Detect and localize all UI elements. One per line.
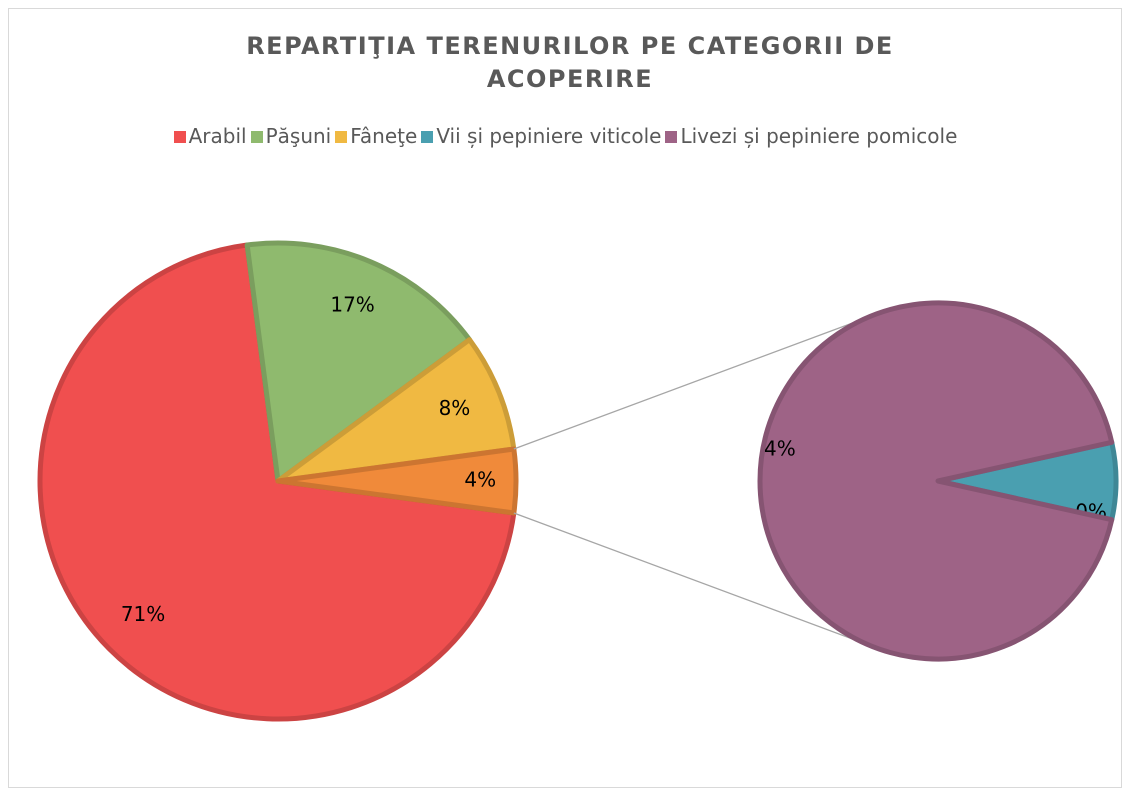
data-label: 4% <box>764 437 796 461</box>
chart-frame <box>8 8 1122 788</box>
pie-slice <box>275 446 519 516</box>
legend-swatch <box>421 131 434 143</box>
data-label: 71% <box>121 602 165 626</box>
legend-label: Arabil <box>188 124 247 148</box>
pie-slice <box>757 300 1115 662</box>
legend-swatch <box>665 131 678 143</box>
connector-line <box>513 512 872 647</box>
legend-swatch <box>173 131 186 143</box>
connector-line <box>513 315 872 450</box>
legend-item: Păşuni <box>250 124 332 148</box>
legend: Arabil Păşuni Fâneţe Vii și pepiniere vitic… <box>0 124 1131 148</box>
legend-item: Livezi și pepiniere pomicole <box>665 124 957 148</box>
pie-slice <box>244 240 472 484</box>
data-label: 4% <box>464 468 496 492</box>
legend-label: Vii și pepiniere viticole <box>436 124 662 148</box>
legend-swatch <box>335 131 348 143</box>
legend-label: Fâneţe <box>350 124 418 148</box>
legend-item: Fâneţe <box>335 124 417 148</box>
legend-label: Livezi și pepiniere pomicole <box>680 124 958 148</box>
legend-item: Arabil <box>173 124 247 148</box>
legend-label: Păşuni <box>265 124 332 148</box>
pie-slice <box>275 337 517 484</box>
legend-item: Vii și pepiniere viticole <box>421 124 661 148</box>
data-label: 8% <box>439 396 471 420</box>
chart-title: REPARTIŢIA TERENURILOR PE CATEGORII DE A… <box>246 32 894 93</box>
data-label: 17% <box>330 292 374 316</box>
legend-swatch <box>250 131 263 143</box>
